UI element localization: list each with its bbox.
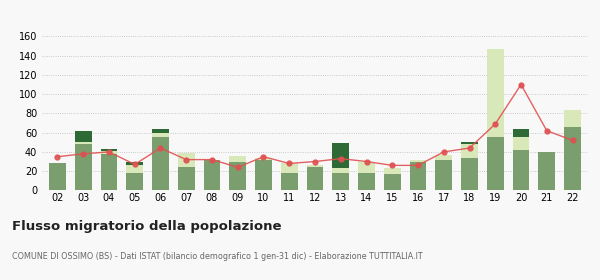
Bar — [101, 149, 118, 151]
Bar — [127, 165, 143, 173]
Bar — [152, 133, 169, 137]
Bar — [410, 162, 427, 190]
Bar — [307, 165, 323, 167]
Bar — [101, 151, 118, 154]
Bar — [461, 144, 478, 158]
Bar — [255, 158, 272, 160]
Bar — [487, 49, 503, 137]
Bar — [127, 173, 143, 190]
Bar — [178, 167, 194, 190]
Bar — [436, 160, 452, 190]
Bar — [75, 144, 92, 190]
Bar — [384, 174, 401, 190]
Bar — [487, 137, 503, 190]
Bar — [229, 162, 246, 190]
Bar — [512, 129, 529, 137]
Bar — [358, 173, 375, 190]
Bar — [49, 164, 66, 190]
Bar — [358, 162, 375, 173]
Text: Flusso migratorio della popolazione: Flusso migratorio della popolazione — [12, 220, 281, 233]
Text: COMUNE DI OSSIMO (BS) - Dati ISTAT (bilancio demografico 1 gen-31 dic) - Elabora: COMUNE DI OSSIMO (BS) - Dati ISTAT (bila… — [12, 252, 422, 261]
Bar — [538, 152, 555, 190]
Bar — [332, 173, 349, 190]
Bar — [127, 162, 143, 165]
Bar — [512, 137, 529, 150]
Bar — [229, 156, 246, 162]
Bar — [410, 160, 427, 162]
Bar — [384, 168, 401, 174]
Bar — [203, 160, 220, 190]
Bar — [152, 137, 169, 190]
Bar — [255, 160, 272, 190]
Bar — [75, 142, 92, 144]
Bar — [564, 109, 581, 127]
Bar — [152, 129, 169, 133]
Bar — [281, 173, 298, 190]
Bar — [512, 150, 529, 190]
Bar — [436, 155, 452, 160]
Bar — [461, 142, 478, 144]
Bar — [332, 143, 349, 168]
Bar — [307, 167, 323, 190]
Bar — [461, 158, 478, 190]
Bar — [75, 131, 92, 142]
Bar — [281, 164, 298, 173]
Bar — [101, 154, 118, 190]
Bar — [564, 127, 581, 190]
Bar — [332, 168, 349, 173]
Bar — [178, 153, 194, 167]
